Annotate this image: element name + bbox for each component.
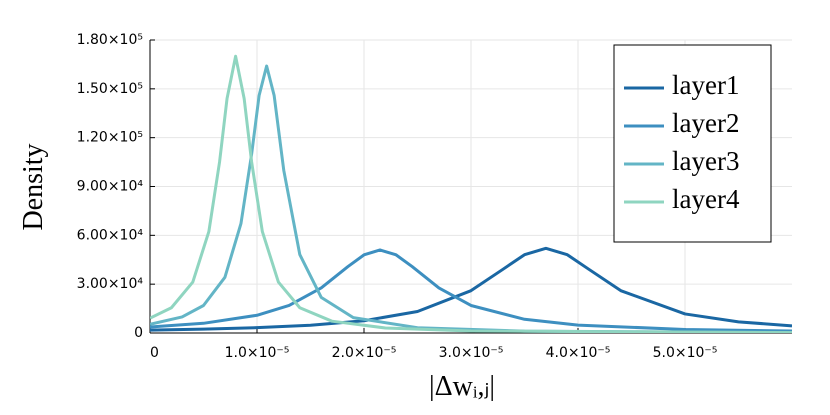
x-tick-label: 1.0×10⁻⁵ xyxy=(225,345,290,361)
legend-label: layer1 xyxy=(672,70,739,100)
y-tick-label: 1.20×10⁵ xyxy=(77,130,143,146)
x-tick-label: 0 xyxy=(150,345,159,361)
x-tick-label: 2.0×10⁻⁵ xyxy=(332,345,397,361)
y-tick-label: 1.50×10⁵ xyxy=(77,81,143,97)
line xyxy=(150,64,792,333)
legend-box xyxy=(613,44,772,243)
x-axis-label: |Δwᵢ,ⱼ| xyxy=(429,371,495,402)
x-tick-label: 3.0×10⁻⁵ xyxy=(439,345,504,361)
x-tick-label: 5.0×10⁻⁵ xyxy=(653,345,718,361)
line xyxy=(150,248,792,333)
line xyxy=(150,246,792,332)
y-tick-label: 1.80×10⁵ xyxy=(77,32,143,48)
y-tick-label: 3.00×10⁴ xyxy=(77,276,144,292)
legend-label: layer2 xyxy=(672,108,739,138)
x-tick-label: 4.0×10⁻⁵ xyxy=(546,345,611,361)
y-tick-label: 9.00×10⁴ xyxy=(77,179,144,195)
y-axis-label: Density xyxy=(18,143,49,230)
legend-label: layer4 xyxy=(672,184,740,214)
legend-label: layer3 xyxy=(672,146,739,176)
y-tick-label: 0 xyxy=(134,325,143,341)
y-tick-label: 6.00×10⁴ xyxy=(77,227,144,243)
line xyxy=(150,54,792,333)
